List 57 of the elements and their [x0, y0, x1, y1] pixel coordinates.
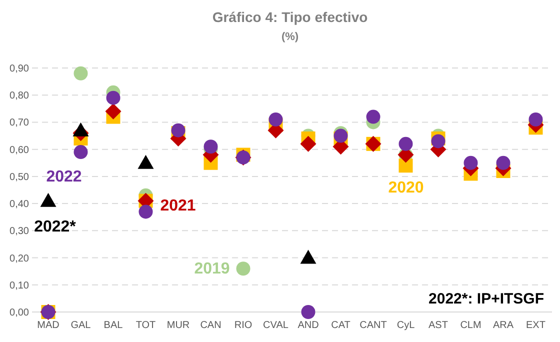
series-label: 2020	[388, 180, 424, 197]
y-tick-label: 0,90	[10, 64, 30, 74]
x-tick-label: CVAL	[263, 320, 289, 331]
y-tick-label: 0,10	[10, 280, 30, 292]
y-tick-label: 0,00	[10, 308, 30, 318]
point	[204, 140, 218, 154]
y-tick-label: 0,40	[10, 199, 30, 210]
x-tick-label: CAN	[200, 320, 222, 331]
point	[40, 192, 56, 207]
point	[74, 145, 88, 160]
x-tick-label: CANT	[360, 320, 387, 331]
x-tick-label: AST	[428, 320, 448, 331]
x-tick-label: CLM	[460, 320, 482, 331]
y-tick-label: 0,70	[10, 118, 30, 129]
point	[431, 134, 446, 148]
point	[301, 305, 316, 319]
point	[300, 136, 316, 152]
point	[138, 154, 154, 169]
chart-title: Gráfico 4: Tipo efectivo	[212, 9, 368, 25]
point	[398, 136, 413, 151]
x-tick-label: CyL	[396, 320, 416, 331]
x-tick-label: GAL	[70, 320, 92, 331]
point	[366, 110, 380, 124]
x-tick-label: ARA	[492, 320, 514, 331]
point	[105, 103, 122, 120]
y-tick-label: 0,80	[10, 90, 30, 102]
x-tick-label: AND	[298, 320, 319, 331]
annotation: 2022*: IP+ITSGF	[428, 290, 544, 308]
point	[138, 204, 153, 219]
series-label: 2021	[160, 198, 196, 215]
x-tick-label: MAD	[37, 320, 60, 331]
x-tick-label: BAL	[104, 320, 124, 331]
x-tick-label: TOT	[136, 320, 156, 331]
x-tick-label: CAT	[331, 320, 350, 331]
y-tick-label: 0,60	[10, 144, 30, 156]
chart-subtitle: (%)	[281, 31, 299, 43]
series-label: 2022*	[34, 218, 77, 236]
point	[300, 250, 316, 264]
y-tick-label: 0,20	[10, 253, 30, 264]
series-label: 2022	[46, 168, 82, 186]
point	[334, 128, 348, 143]
point	[236, 262, 250, 276]
point	[464, 156, 478, 170]
point	[528, 112, 543, 127]
x-tick-label: EXT	[526, 320, 546, 331]
series-label: 2019	[194, 260, 230, 278]
x-tick-label: RIO	[234, 320, 252, 331]
point	[268, 112, 283, 127]
y-tick-label: 0,30	[10, 226, 30, 238]
x-tick-label: MUR	[166, 320, 190, 331]
point	[496, 156, 510, 170]
point	[106, 90, 120, 105]
y-tick-label: 0,50	[10, 172, 30, 183]
point	[398, 158, 413, 173]
point	[72, 122, 89, 136]
point	[74, 66, 88, 80]
point	[171, 123, 186, 138]
